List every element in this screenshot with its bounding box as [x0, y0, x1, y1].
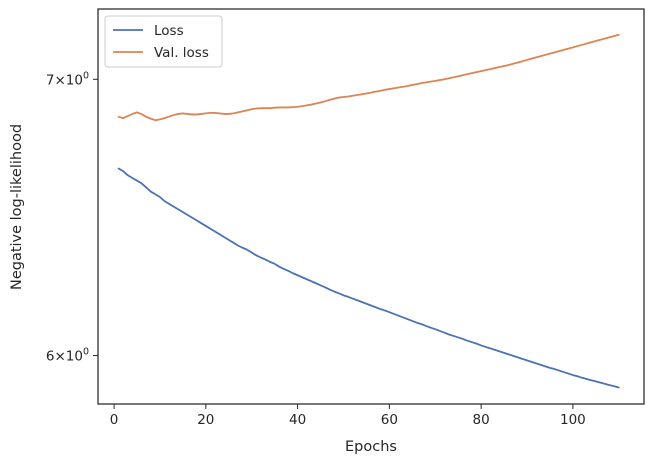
x-tick-label: 20 [197, 412, 214, 428]
series-line-val-loss [117, 33, 620, 122]
plot-area [97, 8, 645, 405]
legend-box [104, 15, 223, 68]
legend: Loss Val. loss [104, 15, 223, 68]
axes-background [98, 9, 644, 404]
y-tick-label: 6×100 [46, 347, 89, 365]
y-axis-label: Negative log-likelihood [9, 124, 25, 290]
legend-label-val-loss: Val. loss [154, 45, 209, 61]
y-tick-label: 7×100 [46, 70, 89, 88]
x-tick-label: 60 [381, 412, 398, 428]
x-tick-label: 100 [560, 412, 586, 428]
x-tick-label: 40 [289, 412, 306, 428]
series-line-loss [117, 167, 620, 389]
axes-frame [97, 8, 645, 405]
legend-label-loss: Loss [154, 23, 184, 39]
x-tick-label: 0 [110, 412, 119, 428]
x-axis: 0 20 40 60 80 100 [110, 404, 586, 428]
series-layer [117, 33, 620, 389]
y-axis: 6×100 7×100 [46, 70, 98, 365]
x-tick-label: 80 [473, 412, 490, 428]
x-axis-label: Epochs [345, 439, 397, 455]
